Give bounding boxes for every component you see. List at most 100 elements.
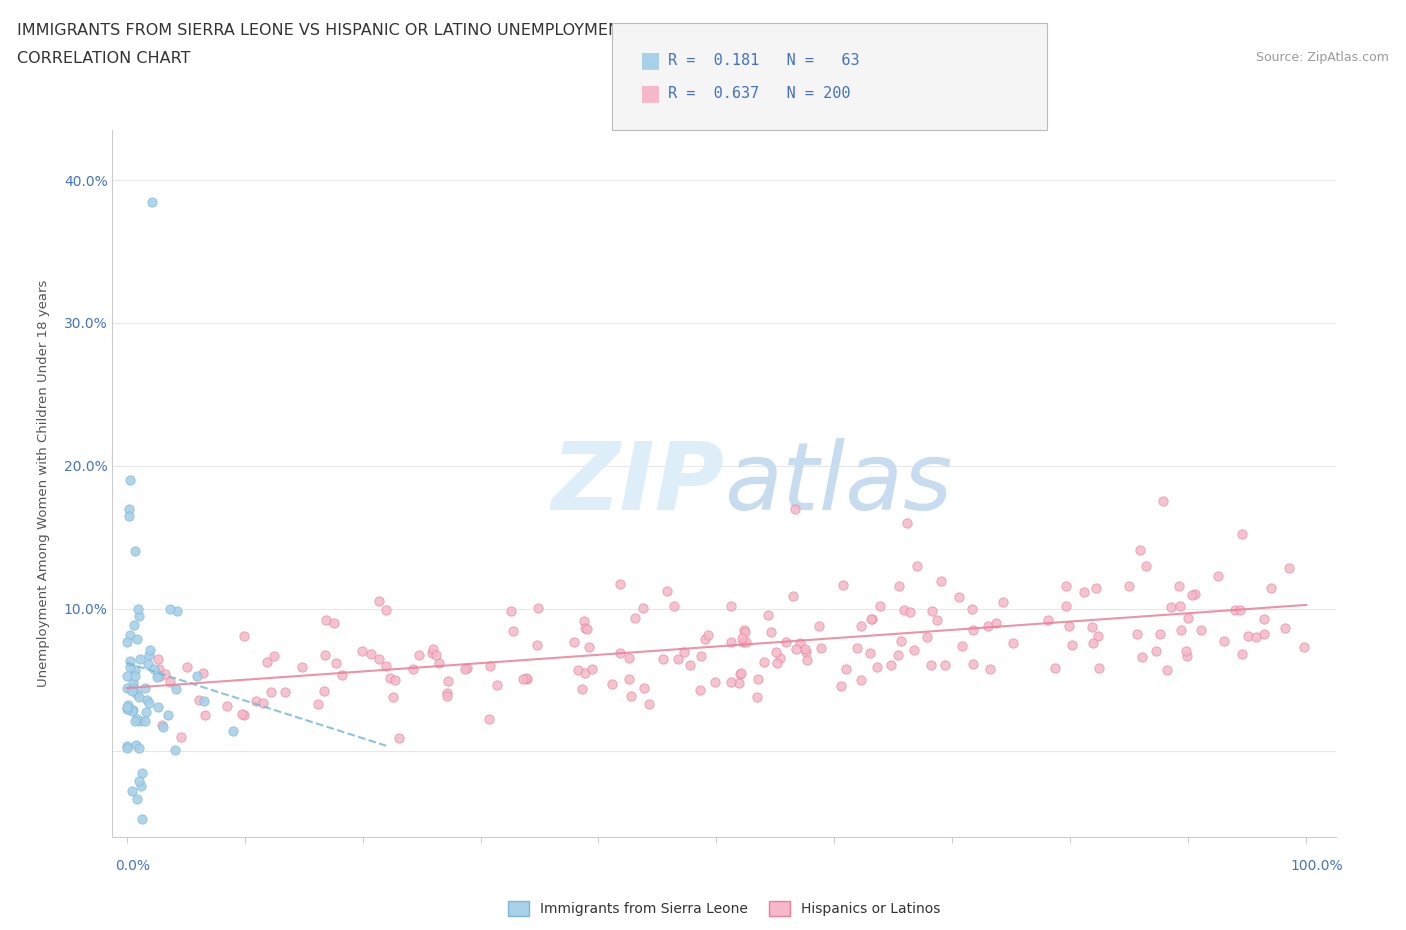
Point [148, 661, 170, 676]
Point [125, 737, 148, 752]
Point [381, 690, 404, 705]
Point [866, 659, 889, 674]
Point [146, 670, 169, 684]
Point [1206, 568, 1229, 583]
Point [775, 634, 797, 649]
Point [122, 681, 145, 696]
Point [330, 667, 353, 682]
Point [697, 628, 720, 643]
Point [437, 673, 460, 688]
Point [735, 634, 758, 649]
Point [948, 590, 970, 604]
Point [754, 655, 776, 670]
Text: CORRELATION CHART: CORRELATION CHART [17, 51, 190, 66]
Point [1170, 622, 1192, 637]
Point [1175, 648, 1198, 663]
Point [679, 658, 702, 672]
Point [962, 602, 984, 617]
Point [153, 667, 176, 682]
Point [368, 652, 391, 667]
Point [128, 774, 150, 789]
Point [662, 599, 685, 614]
Point [1036, 613, 1059, 628]
Point [581, 662, 603, 677]
Point [731, 631, 754, 645]
Point [1059, 618, 1081, 633]
Point [617, 650, 640, 665]
Point [193, 665, 215, 680]
Point [118, 509, 141, 524]
Point [245, 694, 267, 709]
Point [143, 661, 166, 676]
Text: Source: ZipAtlas.com: Source: ZipAtlas.com [1256, 51, 1389, 64]
Point [984, 616, 1007, 631]
Point [115, 740, 138, 755]
Point [117, 698, 139, 712]
Point [135, 704, 157, 719]
Point [880, 658, 903, 672]
Point [186, 669, 208, 684]
Point [526, 638, 548, 653]
Point [128, 740, 150, 755]
Point [1135, 559, 1157, 574]
Point [898, 604, 921, 619]
Point [761, 625, 783, 640]
Point [420, 645, 443, 660]
Point [1253, 627, 1275, 642]
Point [315, 613, 337, 628]
Point [527, 600, 550, 615]
Point [156, 707, 179, 722]
Point [374, 603, 396, 618]
Point [962, 657, 984, 671]
Point [851, 672, 873, 687]
Point [1156, 663, 1178, 678]
Point [609, 577, 631, 591]
Point [194, 708, 217, 723]
Point [730, 667, 752, 682]
Point [1129, 542, 1152, 557]
Point [516, 671, 538, 686]
Point [693, 631, 716, 646]
Point [651, 652, 673, 667]
Point [1174, 644, 1197, 658]
Point [115, 634, 138, 649]
Point [860, 611, 883, 626]
Point [766, 656, 789, 671]
Point [1152, 494, 1174, 509]
Point [478, 712, 501, 727]
Point [146, 651, 169, 666]
Point [1149, 627, 1171, 642]
Point [921, 604, 943, 618]
Point [733, 622, 755, 637]
Point [149, 669, 172, 684]
Point [1230, 526, 1253, 541]
Point [731, 634, 754, 649]
Point [375, 658, 398, 673]
Point [1244, 630, 1267, 644]
Legend: Immigrants from Sierra Leone, Hispanics or Latinos: Immigrants from Sierra Leone, Hispanics … [502, 896, 946, 922]
Point [136, 657, 159, 671]
Point [810, 640, 832, 655]
Point [934, 658, 956, 672]
Point [138, 696, 160, 711]
Point [728, 676, 751, 691]
Point [117, 701, 139, 716]
Point [128, 713, 150, 728]
Point [609, 645, 631, 660]
Point [121, 784, 143, 799]
Point [291, 659, 314, 674]
Point [1177, 610, 1199, 625]
Point [307, 697, 329, 711]
Point [889, 578, 911, 593]
Point [903, 643, 925, 658]
Point [624, 610, 647, 625]
Point [127, 602, 149, 617]
Point [388, 731, 411, 746]
Point [1189, 623, 1212, 638]
Y-axis label: Unemployment Among Women with Children Under 18 years: Unemployment Among Women with Children U… [37, 280, 49, 687]
Point [121, 702, 143, 717]
Point [368, 593, 391, 608]
Point [578, 640, 600, 655]
Point [1056, 599, 1078, 614]
Point [633, 601, 655, 616]
